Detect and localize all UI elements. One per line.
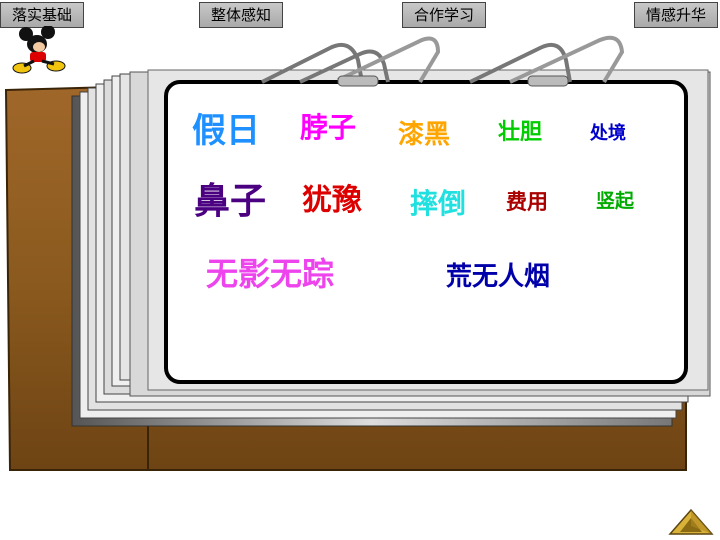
binder-clip-right bbox=[469, 35, 625, 84]
word-4: 壮胆 bbox=[498, 120, 543, 145]
mickey-mouse-icon bbox=[12, 26, 66, 74]
clip-base-right bbox=[527, 75, 569, 87]
nav-button-emotion[interactable]: 情感升华 bbox=[634, 2, 718, 28]
word-12: 荒无人烟 bbox=[446, 262, 551, 292]
word-6: 鼻子 bbox=[194, 181, 267, 222]
word-1: 假日 bbox=[192, 111, 260, 151]
word-11: 无影无踪 bbox=[206, 255, 335, 293]
triangle-next-icon[interactable] bbox=[668, 508, 714, 536]
word-5: 处境 bbox=[590, 123, 626, 144]
binder-clip-left bbox=[261, 36, 441, 84]
word-8: 摔倒 bbox=[410, 187, 467, 220]
word-7: 犹豫 bbox=[302, 183, 362, 218]
word-9: 费用 bbox=[506, 190, 548, 214]
nav-button-cooperative[interactable]: 合作学习 bbox=[402, 2, 486, 28]
clip-base-left bbox=[337, 75, 379, 87]
nav-button-foundation[interactable]: 落实基础 bbox=[0, 2, 84, 28]
word-10: 竖起 bbox=[596, 190, 635, 212]
card-face bbox=[164, 80, 688, 384]
nav-button-overview[interactable]: 整体感知 bbox=[199, 2, 283, 28]
word-3: 漆黑 bbox=[398, 120, 451, 150]
word-2: 脖子 bbox=[300, 111, 357, 144]
